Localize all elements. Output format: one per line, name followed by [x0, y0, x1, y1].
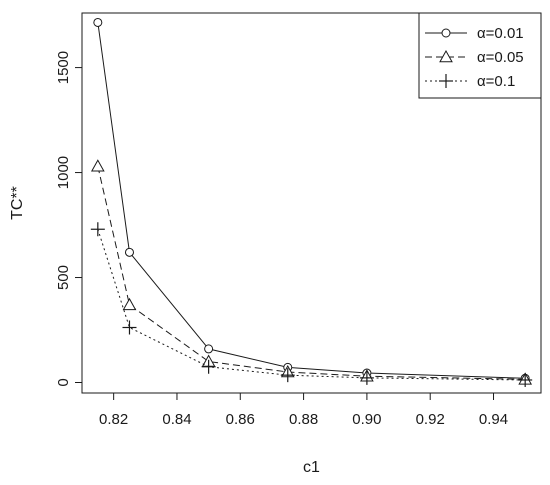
- legend-label: α=0.01: [477, 25, 524, 42]
- x-axis: 0.82 0.84 0.86 0.88 0.90 0.92 0.94: [99, 393, 508, 428]
- x-tick-label: 0.94: [479, 411, 508, 428]
- x-axis-title: c1: [303, 459, 320, 476]
- series-1-point: [94, 18, 102, 26]
- legend-marker: [442, 29, 450, 37]
- y-tick-label: 500: [55, 265, 72, 290]
- x-tick-label: 0.82: [99, 411, 128, 428]
- series-3: [91, 222, 532, 387]
- legend-label: α=0.1: [477, 73, 515, 90]
- legend-label: α=0.05: [477, 49, 524, 66]
- series-2-point: [92, 160, 104, 171]
- series-2-line: [98, 166, 525, 379]
- series-3-point: [91, 222, 105, 236]
- y-tick-label: 0: [55, 378, 72, 386]
- series-2: [92, 160, 531, 384]
- y-tick-label: 1500: [55, 51, 72, 84]
- series-1-point: [205, 345, 213, 353]
- y-axis: 0 500 1000 1500: [55, 51, 82, 387]
- series-3-point: [518, 373, 532, 387]
- y-tick-label: 1000: [55, 156, 72, 189]
- x-tick-label: 0.90: [352, 411, 381, 428]
- y-axis-title: TC**: [9, 186, 26, 220]
- series-3-point: [122, 320, 136, 334]
- x-tick-label: 0.92: [416, 411, 445, 428]
- series-1-point: [125, 248, 133, 256]
- x-tick-label: 0.88: [289, 411, 318, 428]
- x-tick-label: 0.84: [162, 411, 191, 428]
- series-3-point: [281, 368, 295, 382]
- legend: α=0.01 α=0.05 α=0.1: [419, 13, 541, 98]
- series-3-line: [98, 229, 525, 380]
- series-2-point: [123, 299, 135, 310]
- x-tick-label: 0.86: [226, 411, 255, 428]
